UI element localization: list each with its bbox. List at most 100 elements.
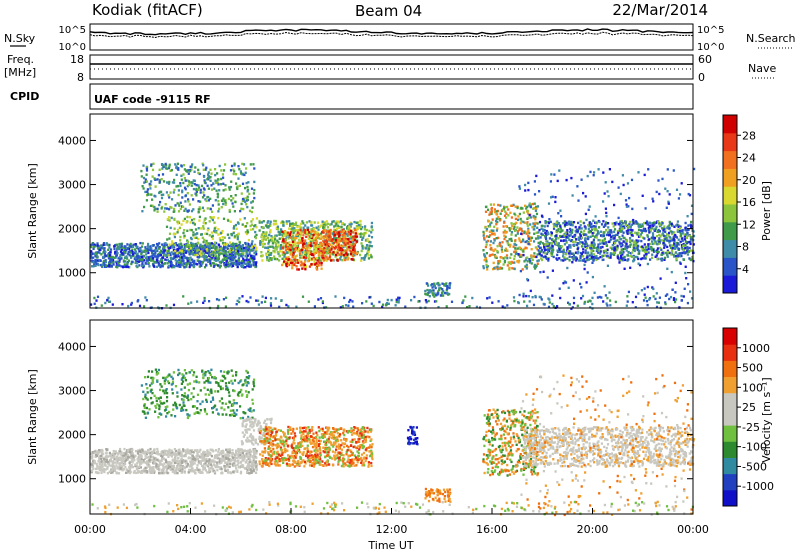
power-echo — [337, 240, 340, 243]
power-echo — [298, 225, 301, 228]
power-echo — [556, 305, 559, 308]
power-echo — [330, 251, 334, 255]
power-echo — [239, 170, 242, 173]
power-echo — [675, 236, 678, 239]
power-echo — [683, 238, 687, 241]
power-echo — [227, 219, 230, 222]
power-echo — [200, 264, 203, 267]
power-echo — [663, 258, 666, 261]
power-echo — [97, 251, 100, 254]
power-echo — [530, 254, 533, 257]
power-echo — [287, 263, 290, 266]
power-echo — [225, 253, 228, 257]
power-echo — [120, 254, 123, 257]
power-echo — [343, 233, 346, 236]
power-echo — [563, 280, 566, 283]
power-echo — [109, 265, 112, 268]
power-echo — [174, 259, 177, 262]
power-echo — [196, 252, 199, 255]
power-echo — [543, 246, 546, 249]
power-echo — [154, 185, 157, 188]
power-echo — [663, 246, 666, 249]
power-echo — [669, 230, 672, 233]
power-echo — [288, 241, 291, 244]
power-echo — [223, 262, 226, 265]
power-echo — [341, 259, 344, 262]
power-echo — [198, 219, 201, 222]
power-echo — [90, 254, 93, 257]
power-echo — [225, 255, 228, 258]
power-echo — [209, 216, 212, 219]
power-echo — [197, 237, 200, 241]
power-echo — [533, 223, 536, 226]
power-echo — [217, 257, 220, 260]
power-echo — [106, 254, 109, 257]
power-echo — [497, 236, 500, 240]
power-echo — [340, 244, 343, 247]
power-echo — [212, 251, 215, 254]
power-echo — [522, 250, 525, 253]
power-echo — [676, 247, 679, 250]
power-echo — [581, 255, 584, 258]
power-echo — [605, 229, 608, 232]
power-echo — [533, 252, 536, 255]
power-echo — [573, 243, 576, 247]
power-echo — [647, 229, 650, 232]
power-echo — [604, 249, 607, 252]
power-echo — [137, 255, 140, 258]
power-echo — [103, 243, 106, 246]
power-echo — [182, 262, 185, 265]
power-echo — [568, 244, 571, 247]
power-echo — [197, 200, 200, 203]
power-echo — [666, 190, 669, 193]
power-echo — [666, 253, 669, 256]
power-echo — [546, 231, 549, 234]
power-echo — [494, 210, 497, 214]
power-echo — [329, 254, 332, 257]
power-echo — [310, 263, 313, 266]
power-echo — [104, 260, 107, 263]
power-echo — [527, 188, 530, 192]
power-echo — [271, 237, 274, 241]
power-echo — [627, 251, 630, 254]
power-echo — [656, 243, 659, 246]
power-echo — [342, 250, 345, 254]
power-echo — [506, 257, 509, 260]
power-echo — [586, 258, 589, 262]
power-echo — [346, 227, 349, 230]
power-echo — [669, 295, 673, 299]
power-echo — [167, 194, 170, 197]
power-echo — [123, 263, 126, 266]
power-echo — [314, 263, 317, 266]
power-echo — [106, 265, 109, 268]
power-echo — [177, 255, 180, 258]
power-echo — [675, 257, 678, 261]
power-echo — [605, 302, 608, 305]
power-echo — [571, 224, 574, 227]
power-echo — [642, 236, 645, 239]
power-echo — [527, 216, 530, 219]
power-echo — [651, 197, 654, 200]
power-echo — [320, 234, 323, 237]
power-echo — [243, 163, 246, 166]
power-echo — [588, 257, 591, 261]
power-echo — [583, 300, 586, 304]
power-echo — [146, 188, 149, 191]
power-echo — [153, 209, 156, 212]
power-echo — [170, 240, 174, 243]
power-echo — [183, 265, 186, 269]
power-echo — [342, 229, 345, 233]
power-echo — [497, 262, 500, 265]
power-echo — [299, 235, 302, 239]
power-echo — [503, 260, 506, 264]
power-echo — [634, 295, 638, 299]
power-echo — [216, 259, 220, 262]
power-echo — [302, 240, 306, 244]
power-echo — [135, 262, 139, 265]
power-echo — [152, 249, 155, 253]
power-echo — [545, 248, 548, 251]
power-echo — [172, 257, 175, 260]
power-echo — [295, 305, 298, 308]
power-echo — [328, 247, 331, 250]
power-echo — [555, 237, 558, 240]
